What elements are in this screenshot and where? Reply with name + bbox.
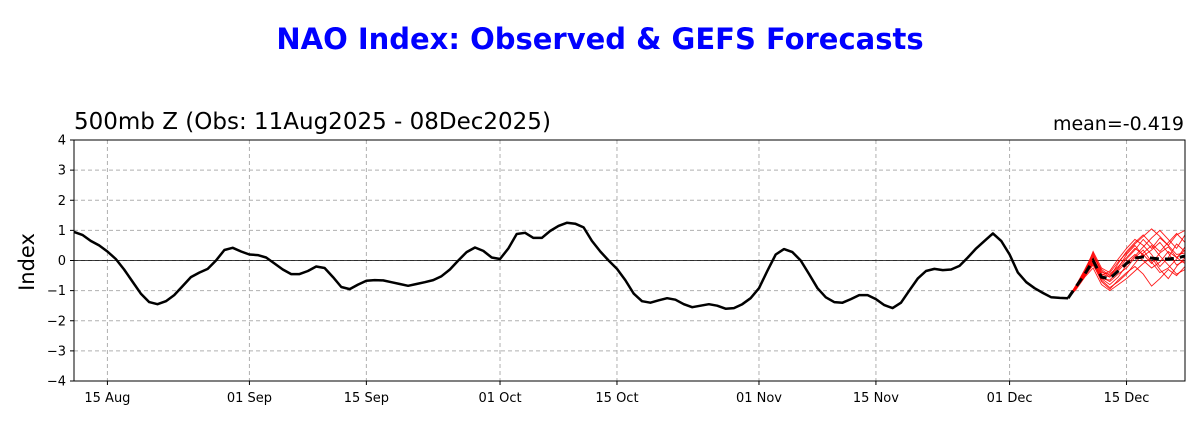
forecast-member-line [1067,228,1186,299]
x-tick-label: 15 Sep [344,391,389,406]
y-tick-label: 4 [58,134,66,149]
y-tick-label: 2 [58,194,66,209]
x-tick-label: 15 Oct [595,391,638,406]
y-tick-label: −3 [47,344,66,359]
chart-suptitle: NAO Index: Observed & GEFS Forecasts [276,22,924,56]
y-tick-label: 3 [58,164,66,179]
chart-mean-label: mean=-0.419 [1052,113,1184,135]
x-tick-label: 15 Aug [84,391,130,406]
y-tick-label: −4 [47,375,66,390]
x-tick-label: 01 Sep [227,391,272,406]
x-axis-ticks: 15 Aug 01 Sep 15 Sep 01 Oct 15 Oct 01 Nov 15 N… [84,381,1149,406]
y-tick-label: 1 [58,224,66,239]
y-tick-label: −1 [47,284,66,299]
observed-series-line [73,221,1069,310]
forecast-member-line [1067,244,1186,299]
y-axis-label: Index [15,233,39,291]
x-tick-label: 01 Oct [478,391,521,406]
x-tick-label: 15 Nov [853,391,899,406]
x-tick-label: 01 Dec [987,391,1033,406]
chart-subtitle-left: 500mb Z (Obs: 11Aug2025 - 08Dec2025) [74,109,551,135]
y-tick-label: 0 [58,254,66,269]
y-tick-label: −2 [47,314,66,329]
x-tick-label: 01 Nov [736,391,782,406]
x-tick-label: 15 Dec [1104,391,1150,406]
y-axis-ticks: −4 −3 −2 −1 0 1 2 3 4 [47,134,74,390]
ensemble-mean-line [1066,254,1186,300]
forecast-member-line [1067,256,1186,299]
